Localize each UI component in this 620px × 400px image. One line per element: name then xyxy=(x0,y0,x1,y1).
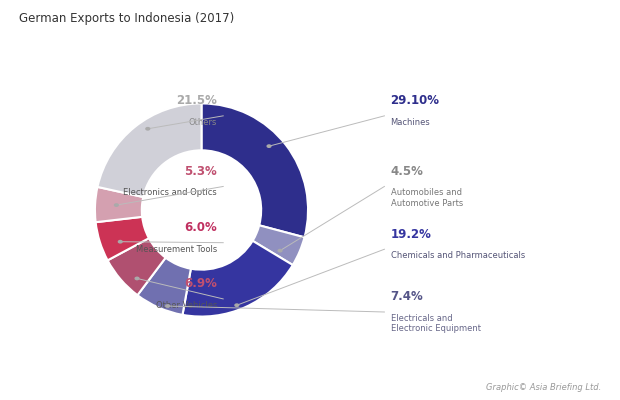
Text: 6.9%: 6.9% xyxy=(184,277,217,290)
Wedge shape xyxy=(108,238,166,295)
Text: 29.10%: 29.10% xyxy=(391,94,440,107)
Text: Measurement Tools: Measurement Tools xyxy=(136,245,217,254)
Text: Chemicals and Pharmaceuticals: Chemicals and Pharmaceuticals xyxy=(391,251,525,260)
Wedge shape xyxy=(138,258,191,315)
Text: 6.0%: 6.0% xyxy=(184,221,217,234)
Wedge shape xyxy=(202,104,308,237)
Text: 21.5%: 21.5% xyxy=(176,94,217,107)
Text: Machines: Machines xyxy=(391,118,430,127)
Text: Automobiles and
Automotive Parts: Automobiles and Automotive Parts xyxy=(391,188,463,208)
Text: 4.5%: 4.5% xyxy=(391,165,423,178)
Wedge shape xyxy=(182,241,293,316)
Wedge shape xyxy=(97,104,202,197)
Text: Others: Others xyxy=(188,118,217,127)
Wedge shape xyxy=(252,225,304,265)
Text: 5.3%: 5.3% xyxy=(184,165,217,178)
Text: Other Vehicles: Other Vehicles xyxy=(156,301,217,310)
Wedge shape xyxy=(95,217,149,260)
Wedge shape xyxy=(95,187,143,222)
Text: Graphic© Asia Briefing Ltd.: Graphic© Asia Briefing Ltd. xyxy=(486,383,601,392)
Text: Electricals and
Electronic Equipment: Electricals and Electronic Equipment xyxy=(391,314,480,334)
Text: 7.4%: 7.4% xyxy=(391,290,423,303)
Text: Electronics and Optics: Electronics and Optics xyxy=(123,188,217,198)
Text: German Exports to Indonesia (2017): German Exports to Indonesia (2017) xyxy=(19,12,234,25)
Text: 19.2%: 19.2% xyxy=(391,228,432,240)
